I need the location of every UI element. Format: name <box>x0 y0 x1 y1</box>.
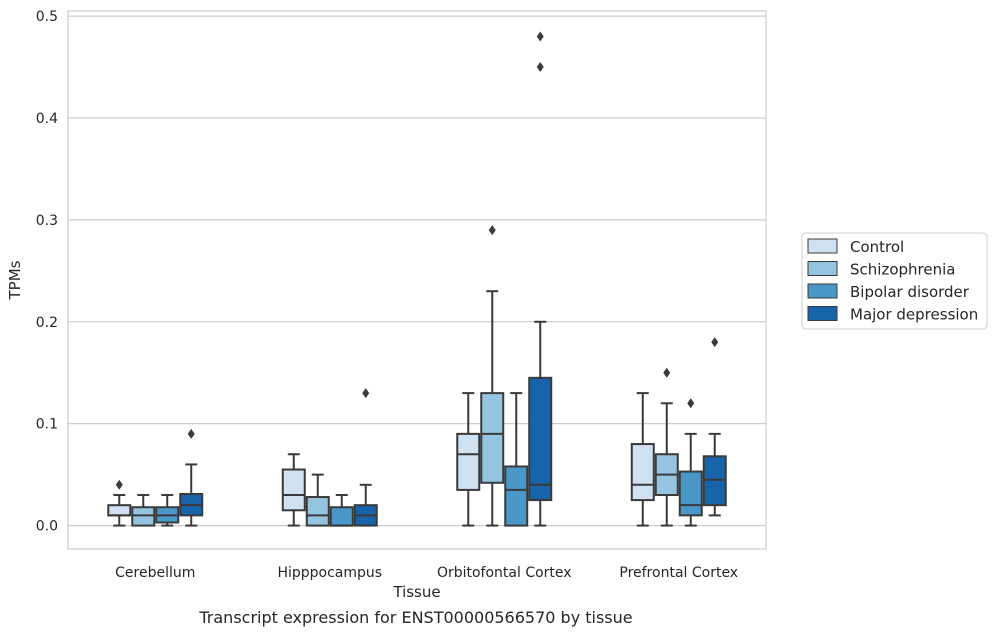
box-major-depression <box>528 31 553 527</box>
outlier-point <box>663 367 671 378</box>
iqr-box <box>456 432 481 491</box>
box-control <box>107 479 132 527</box>
y-axis-title: TPMs <box>6 260 24 300</box>
legend-swatch <box>807 283 838 299</box>
box-schizophrenia <box>654 367 679 527</box>
box-control <box>456 392 481 527</box>
iqr-box <box>678 470 703 517</box>
legend-swatch <box>807 238 838 254</box>
y-tick-label: 0.5 <box>36 9 58 25</box>
x-tick-label: Cerebellum <box>115 565 195 581</box>
legend-label: Schizophrenia <box>850 261 955 279</box>
iqr-box <box>281 468 306 512</box>
iqr-box <box>305 496 330 527</box>
box-schizophrenia <box>305 473 330 527</box>
outlier-point <box>536 62 544 73</box>
x-axis-title: Tissue <box>392 583 440 601</box>
legend-frame <box>801 232 988 330</box>
outlier-point <box>488 225 496 236</box>
box-major-depression <box>702 337 727 517</box>
legend-label: Major depression <box>850 306 978 324</box>
box-major-depression <box>353 388 378 527</box>
iqr-box <box>702 455 727 507</box>
box-schizophrenia <box>480 225 505 527</box>
outlier-point <box>687 398 695 409</box>
box-bipolar-disorder <box>504 392 529 527</box>
x-tick-labels: Cerebellum Hipppocampus Orbitofontal Corte… <box>115 565 738 581</box>
legend-swatch <box>807 306 838 321</box>
chart-caption: Transcript expression for ENST0000056657… <box>198 608 632 627</box>
y-tick-label: 0.4 <box>36 111 58 127</box>
legend: Control Schizophrenia Bipolar disorder Majo… <box>801 232 988 330</box>
box-bipolar-disorder <box>329 493 354 527</box>
box-control <box>630 392 655 527</box>
iqr-box <box>480 392 505 484</box>
outlier-point <box>187 428 195 439</box>
iqr-box <box>329 506 354 527</box>
iqr-box <box>504 465 529 527</box>
iqr-box <box>131 506 156 527</box>
legend-label: Bipolar disorder <box>850 283 970 301</box>
outlier-point <box>115 479 123 490</box>
outlier-point <box>362 388 370 399</box>
iqr-box <box>528 376 553 502</box>
x-tick-label: Hipppocampus <box>277 565 382 581</box>
legend-swatch <box>807 261 838 276</box>
box-control <box>281 453 306 527</box>
outlier-point <box>536 31 544 42</box>
legend-label: Control <box>850 238 904 256</box>
box-bipolar-disorder <box>678 398 703 527</box>
y-tick-label: 0.1 <box>36 417 58 433</box>
x-tick-label: Orbitofontal Cortex <box>437 565 572 581</box>
y-tick-label: 0.3 <box>36 213 58 229</box>
outlier-point <box>711 337 719 348</box>
y-tick-label: 0.2 <box>36 315 58 331</box>
plot-area-frame <box>67 10 767 550</box>
box-major-depression <box>179 428 204 527</box>
gridlines <box>68 15 766 527</box>
box-schizophrenia <box>131 493 156 527</box>
iqr-box <box>107 504 132 517</box>
box-bipolar-disorder <box>155 493 180 527</box>
y-tick-label: 0.0 <box>36 519 58 535</box>
boxes <box>107 31 727 527</box>
y-tick-labels: 0.0 0.1 0.2 0.3 0.4 0.5 <box>36 9 58 534</box>
iqr-box <box>630 443 655 502</box>
x-tick-label: Prefrontal Cortex <box>619 565 738 581</box>
